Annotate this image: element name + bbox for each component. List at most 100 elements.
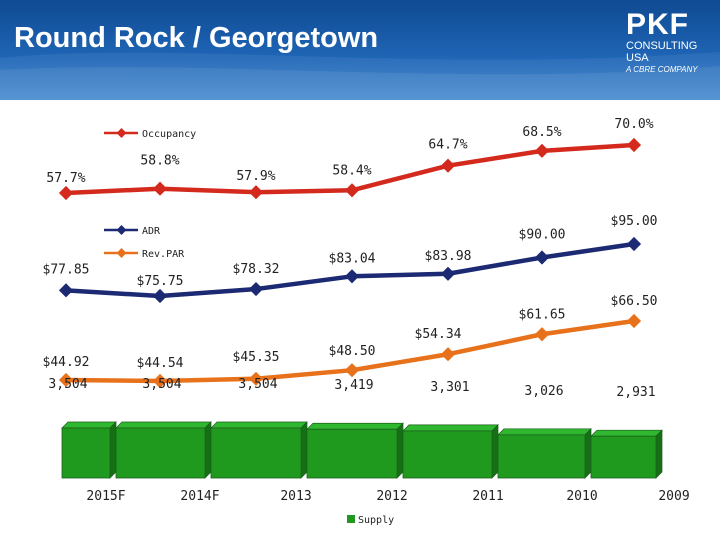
supply-data-label: 3,504 — [48, 377, 87, 392]
adr-point — [534, 250, 550, 265]
revpar-data-label: $44.54 — [137, 356, 184, 371]
supply-bar-front — [210, 427, 302, 479]
adr-point — [344, 269, 360, 284]
revpar-legend-label: Rev.PAR — [142, 249, 185, 260]
supply-bar-front — [497, 434, 586, 479]
pkf-logo: PKF CONSULTING USA A CBRE COMPANY — [626, 10, 720, 90]
supply-data-label: 3,504 — [238, 377, 277, 392]
adr-data-label: $90.00 — [519, 228, 566, 243]
adr-point — [440, 266, 456, 281]
logo-line-company: A CBRE COMPANY — [626, 65, 698, 74]
supply-bar-top — [210, 421, 308, 429]
occupancy-data-label: 68.5% — [522, 125, 561, 140]
occupancy-data-label: 57.9% — [236, 169, 275, 184]
supply-bar — [115, 421, 212, 479]
revpar-data-label: $66.50 — [611, 294, 658, 309]
supply-legend-label: Supply — [358, 515, 394, 526]
supply-bar-top — [590, 429, 663, 437]
occupancy-point — [440, 158, 456, 173]
supply-data-label: 3,301 — [430, 380, 469, 395]
adr-point — [248, 281, 264, 297]
x-tick-label: 2011 — [472, 489, 503, 504]
supply-bar-top — [306, 422, 404, 430]
occupancy-data-label: 58.8% — [140, 154, 179, 169]
adr-point — [58, 283, 74, 298]
header-background — [0, 0, 720, 100]
supply-bar-front — [115, 427, 206, 479]
x-tick-label: 2015F — [86, 489, 125, 504]
supply-bar-side — [655, 429, 663, 479]
adr-data-label: $83.04 — [329, 251, 376, 266]
occupancy-legend-marker — [116, 128, 127, 138]
supply-bar-side — [204, 421, 212, 479]
adr-point — [626, 236, 642, 252]
revpar-data-label: $44.92 — [43, 355, 90, 370]
supply-bar — [306, 422, 404, 479]
supply-bar-front — [61, 427, 111, 479]
occupancy-point — [534, 143, 550, 158]
revpar-point — [440, 347, 456, 362]
occupancy-legend-label: Occupancy — [142, 129, 196, 140]
supply-legend-marker — [347, 515, 355, 523]
supply-bar-top — [497, 428, 592, 436]
supply-bar — [590, 429, 663, 479]
revpar-point — [58, 372, 74, 388]
supply-bar-top — [402, 424, 499, 432]
x-tick-label: 2013 — [280, 489, 311, 504]
supply-bar — [497, 427, 592, 479]
supply-data-label: 3,419 — [334, 378, 373, 393]
supply-bar — [402, 424, 499, 479]
supply-bar-side — [396, 422, 404, 479]
adr-point — [152, 288, 168, 304]
logo-line-usa: USA — [626, 52, 649, 64]
supply-bar-side — [491, 424, 499, 479]
supply-bar-top — [115, 421, 212, 429]
x-tick-label: 2012 — [376, 489, 407, 504]
adr-data-label: $95.00 — [611, 214, 658, 229]
page-title: Round Rock / Georgetown — [14, 22, 379, 54]
adr-data-label: $77.85 — [43, 262, 90, 277]
occupancy-data-label: 58.4% — [332, 163, 371, 178]
occupancy-point — [626, 137, 642, 153]
supply-data-label: 3,026 — [524, 384, 563, 399]
supply-bar-front — [306, 428, 398, 479]
header-banner: Round Rock / Georgetown PKF CONSULTING U… — [0, 0, 720, 100]
supply-bar-top — [61, 421, 117, 429]
revpar-point — [534, 327, 550, 342]
supply-bar-front — [402, 430, 493, 479]
occupancy-data-label: 64.7% — [428, 138, 467, 153]
revpar-data-label: $45.35 — [233, 350, 280, 365]
occupancy-point — [344, 183, 360, 198]
revpar-point — [344, 363, 360, 378]
revpar-data-label: $54.34 — [415, 327, 462, 342]
occupancy-data-label: 57.7% — [46, 171, 85, 186]
occupancy-point — [248, 185, 264, 200]
revpar-point — [626, 313, 642, 329]
supply-bar-front — [590, 435, 657, 479]
adr-legend-label: ADR — [142, 226, 161, 237]
revpar-data-label: $61.65 — [519, 307, 566, 322]
logo-mark: PKF — [626, 8, 689, 41]
supply-data-label: 2,931 — [616, 385, 655, 400]
supply-bar-side — [584, 427, 592, 479]
x-tick-label: 2014F — [180, 489, 219, 504]
x-tick-label: 2010 — [566, 489, 597, 504]
supply-data-label: 3,504 — [142, 377, 181, 392]
adr-legend-marker — [116, 225, 127, 235]
occupancy-point — [152, 181, 168, 196]
adr-data-label: $75.75 — [137, 274, 184, 289]
supply-bar-side — [109, 421, 117, 479]
adr-data-label: $83.98 — [425, 249, 472, 264]
occupancy-point — [58, 185, 74, 201]
supply-bar-side — [300, 421, 308, 479]
revpar-point — [248, 371, 264, 386]
adr-data-label: $78.32 — [233, 262, 280, 277]
supply-bar — [61, 421, 117, 479]
revpar-legend-marker — [116, 248, 127, 258]
logo-line-consulting: CONSULTING — [626, 40, 698, 52]
supply-bar — [210, 421, 308, 479]
x-tick-label: 2009 — [658, 489, 689, 504]
occupancy-data-label: 70.0% — [614, 117, 653, 132]
revpar-point — [152, 373, 168, 389]
